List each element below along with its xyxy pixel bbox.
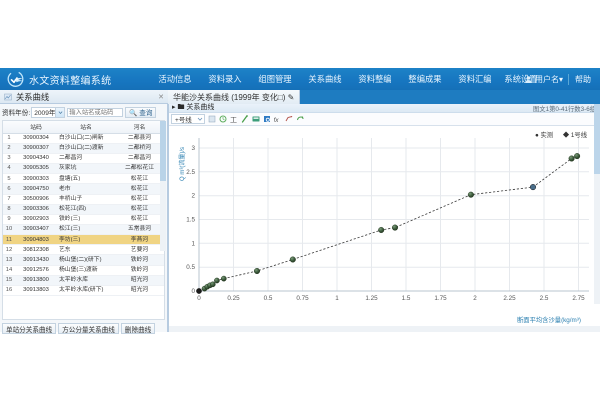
svg-text:2.75: 2.75 (572, 295, 585, 302)
svg-text:1.5: 1.5 (186, 217, 195, 224)
svg-text:2.5: 2.5 (540, 295, 549, 302)
svg-text:0.25: 0.25 (227, 295, 240, 302)
svg-text:2: 2 (473, 295, 477, 302)
svg-text:1.25: 1.25 (365, 295, 378, 302)
svg-text:工: 工 (230, 117, 237, 123)
svg-text:1.75: 1.75 (434, 295, 447, 302)
svg-text:fx: fx (274, 117, 279, 123)
svg-text:0: 0 (191, 288, 195, 295)
svg-text:1: 1 (335, 295, 339, 302)
svg-text:1.5: 1.5 (402, 295, 411, 302)
svg-text:0.5: 0.5 (264, 295, 273, 302)
svg-text:1: 1 (191, 240, 195, 247)
svg-text:0: 0 (197, 295, 201, 302)
svg-text:2.5: 2.5 (186, 169, 195, 176)
svg-text:0.75: 0.75 (296, 295, 309, 302)
svg-text:3: 3 (191, 145, 195, 152)
svg-text:2: 2 (191, 193, 195, 200)
svg-text:0.5: 0.5 (186, 264, 195, 271)
svg-text:2.25: 2.25 (503, 295, 516, 302)
